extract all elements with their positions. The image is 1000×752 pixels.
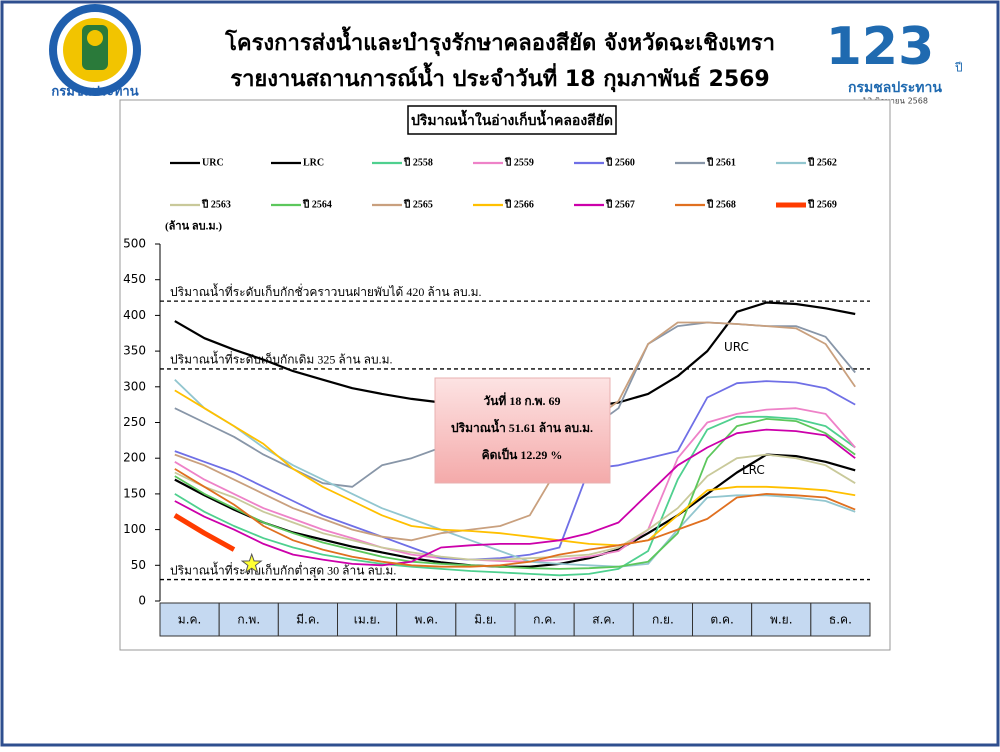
y-tick-label: 350	[123, 344, 146, 358]
x-category-box	[632, 602, 693, 637]
right-logo-name: กรมชลประทาน	[848, 80, 942, 96]
legend-label: ปี 2558	[403, 156, 432, 168]
legend-label: ปี 2560	[605, 156, 634, 168]
series-line	[174, 415, 856, 577]
x-tick-label: พ.ค.	[414, 613, 438, 627]
y-tick-label: 450	[123, 272, 146, 286]
legend-label: ปี 2559	[504, 156, 533, 168]
x-category-box	[337, 602, 398, 637]
x-tick-label: ก.พ.	[237, 613, 260, 627]
y-tick-label: 50	[131, 558, 146, 572]
x-tick-label: ก.ค.	[533, 613, 556, 627]
current-marker	[240, 552, 263, 574]
series-line	[174, 379, 856, 568]
page-title: โครงการส่งน้ำและบำรุงรักษาคลองสียัด จังห…	[224, 26, 775, 57]
y-tick-label: 0	[138, 594, 146, 608]
x-category-box	[573, 602, 634, 637]
annotation-text: วันที่ 18 ก.พ. 69	[483, 392, 560, 408]
x-tick-label: ต.ค.	[710, 613, 733, 627]
reference-label: ปริมาณน้ำที่ระดับเก็บกักชั่วคราวบนฝายพับ…	[170, 283, 482, 299]
x-category-box	[692, 602, 753, 637]
series-line	[174, 418, 856, 570]
series-line	[174, 468, 856, 568]
chart-title-box	[407, 105, 617, 135]
series-line	[174, 453, 856, 561]
x-tick-label: ธ.ค.	[829, 613, 852, 627]
legend-label: URC	[202, 157, 224, 168]
reference-label: ปริมาณน้ำที่ระดับเก็บกักต่ำสุด 30 ล้าน ล…	[170, 561, 396, 578]
x-tick-label: มิ.ย.	[474, 613, 497, 627]
right-logo-suffix: ปี	[954, 61, 962, 75]
y-tick-label: 100	[123, 522, 146, 536]
x-tick-label: ม.ค.	[178, 613, 202, 627]
annotation-text: คิดเป็น 12.29 %	[482, 447, 563, 462]
x-category-box	[218, 602, 279, 637]
y-tick-label: 150	[123, 486, 146, 500]
annotation-box	[434, 377, 611, 484]
y-axis-label: (ล้าน ลบ.ม.)	[165, 220, 222, 233]
legend-label: ปี 2567	[605, 198, 634, 210]
legend-label: ปี 2569	[807, 198, 836, 210]
legend-label: ปี 2566	[504, 198, 533, 210]
legend-label: ปี 2563	[201, 198, 230, 210]
right-logo-mark: 123	[826, 17, 935, 77]
x-tick-label: เม.ย.	[354, 613, 381, 627]
series-line	[174, 428, 856, 567]
legend-label: LRC	[303, 157, 324, 168]
chart-title: ปริมาณน้ำในอ่างเก็บน้ำคลองสียัด	[411, 109, 613, 129]
legend-label: ปี 2564	[302, 198, 331, 210]
x-category-box	[810, 602, 871, 637]
line-label: LRC	[742, 463, 765, 477]
line-label: URC	[724, 340, 749, 354]
series-line	[174, 407, 856, 563]
reference-label: ปริมาณน้ำที่ระดับเก็บกักเดิม 325 ล้าน ลบ…	[170, 351, 393, 367]
x-category-box	[159, 602, 220, 637]
y-tick-label: 400	[123, 308, 146, 322]
legend-label: ปี 2562	[807, 156, 836, 168]
x-tick-label: ก.ย.	[652, 613, 674, 627]
series-line	[174, 321, 856, 542]
x-tick-label: พ.ย.	[770, 613, 793, 627]
left-logo-text: กรมชลประทาน	[51, 85, 138, 100]
legend-label: ปี 2568	[706, 198, 735, 210]
legend-label: ปี 2565	[403, 198, 432, 210]
y-tick-label: 250	[123, 415, 146, 429]
x-category-box	[751, 602, 812, 637]
x-category-box	[455, 602, 516, 637]
x-tick-label: มี.ค.	[296, 613, 320, 627]
annotation-text: ปริมาณน้ำ 51.61 ล้าน ลบ.ม.	[451, 418, 593, 435]
series-line	[173, 513, 236, 552]
series-line	[174, 389, 856, 547]
y-tick-label: 300	[123, 379, 146, 393]
x-tick-label: ส.ค.	[592, 613, 615, 627]
left-logo	[49, 4, 141, 96]
legend-label: ปี 2561	[706, 156, 735, 168]
page-subtitle: รายงานสถานการณ์น้ำ ประจำวันที่ 18 กุมภาพ…	[230, 62, 770, 93]
y-tick-label: 200	[123, 451, 146, 465]
x-category-box	[396, 602, 457, 637]
right-logo-date: 13 มิถุนายน 2568	[862, 97, 928, 106]
y-tick-label: 500	[123, 237, 146, 251]
